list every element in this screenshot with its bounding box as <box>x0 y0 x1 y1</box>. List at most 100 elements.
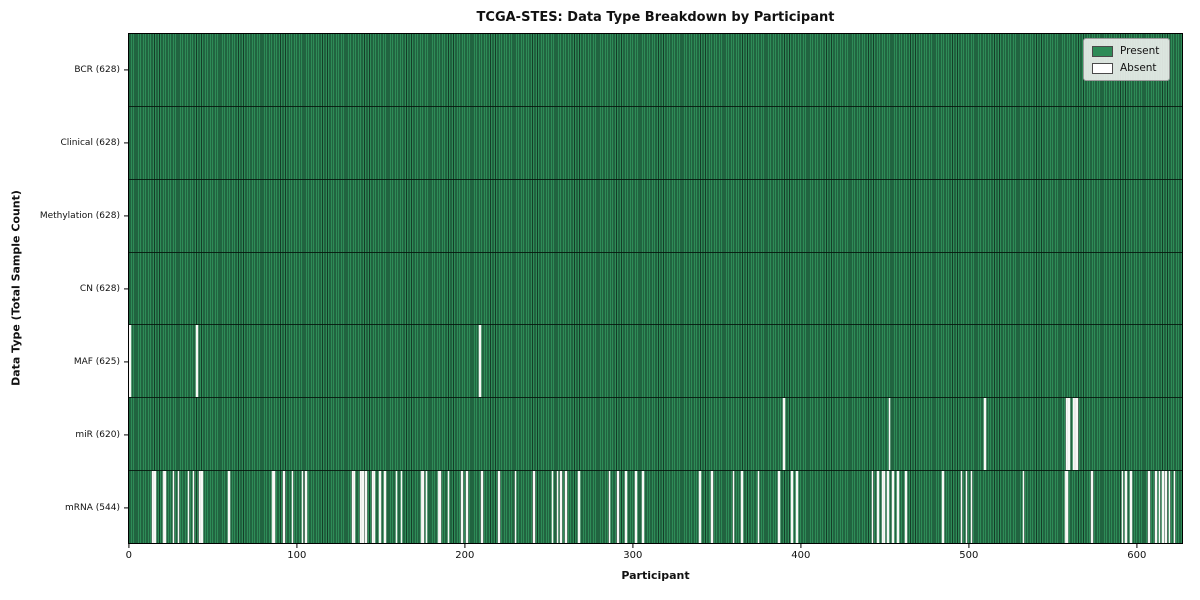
y-tick-label: Clinical (628) <box>60 137 120 148</box>
absent-mark <box>352 471 354 544</box>
absent-mark <box>1130 471 1132 544</box>
x-tick <box>1136 544 1138 548</box>
y-tick <box>124 141 128 144</box>
absent-mark <box>353 471 356 544</box>
absent-mark <box>1073 398 1075 471</box>
absent-mark <box>896 471 899 544</box>
absent-mark <box>152 471 155 544</box>
row-Methylation <box>129 179 1182 253</box>
absent-mark <box>201 471 203 544</box>
absent-mark <box>437 471 440 544</box>
absent-mark <box>1067 398 1070 471</box>
x-tick-label: 400 <box>791 550 811 561</box>
absent-mark <box>362 471 364 544</box>
absent-mark <box>1158 471 1161 544</box>
absent-mark <box>514 471 517 544</box>
y-tick-label: mRNA (544) <box>65 502 120 513</box>
absent-mark <box>796 471 799 544</box>
absent-mark <box>187 471 190 544</box>
absent-mark <box>196 325 198 398</box>
x-tick <box>128 544 130 548</box>
x-tick <box>968 544 970 548</box>
absent-mark <box>551 471 554 544</box>
present-swatch <box>1092 45 1113 57</box>
absent-mark <box>1168 471 1171 544</box>
absent-mark <box>960 471 963 544</box>
absent-mark <box>782 398 785 471</box>
absent-mark <box>1148 471 1151 544</box>
row-miR <box>129 398 1182 472</box>
absent-mark <box>732 471 735 544</box>
row-BCR <box>129 34 1182 107</box>
absent-mark <box>1076 398 1079 471</box>
chart-title: TCGA-STES: Data Type Breakdown by Partic… <box>476 10 835 25</box>
absent-mark <box>199 471 202 544</box>
absent-mark <box>378 471 381 544</box>
absent-mark <box>1064 471 1067 544</box>
plot-area <box>128 33 1183 544</box>
absent-mark <box>710 471 713 544</box>
absent-mark <box>283 471 285 544</box>
absent-mark <box>1066 398 1068 471</box>
absent-mark <box>466 471 468 544</box>
absent-mark <box>1066 471 1068 544</box>
absent-mark <box>533 471 535 544</box>
absent-mark <box>891 471 894 544</box>
absent-mark <box>1161 471 1164 544</box>
x-tick-label: 600 <box>1127 550 1147 561</box>
absent-mark <box>1165 471 1167 544</box>
absent-mark <box>741 471 743 544</box>
x-tick-label: 200 <box>455 550 475 561</box>
absent-mark <box>373 471 376 544</box>
absent-mark <box>439 471 441 544</box>
absent-mark <box>395 471 398 544</box>
absent-mark <box>905 471 908 544</box>
absent-mark <box>164 471 166 544</box>
absent-mark <box>616 471 619 544</box>
absent-mark <box>625 471 627 544</box>
absent-mark <box>383 471 386 544</box>
absent-mark <box>791 471 793 544</box>
absent-mark <box>881 471 884 544</box>
absent-mark <box>460 471 463 544</box>
y-tick-label: BCR (628) <box>74 64 120 75</box>
absent-mark <box>365 471 368 544</box>
absent-mark <box>301 471 304 544</box>
absent-mark <box>1173 471 1176 544</box>
y-tick-label: Methylation (628) <box>39 210 120 221</box>
absent-mark <box>192 471 195 544</box>
absent-mark <box>497 471 500 544</box>
x-tick <box>464 544 466 548</box>
x-tick-label: 300 <box>623 550 643 561</box>
y-tick-label: miR (620) <box>75 429 120 440</box>
absent-mark <box>271 471 274 544</box>
absent-mark <box>177 471 180 544</box>
absent-mark <box>129 325 131 398</box>
y-tick-label: MAF (625) <box>73 356 120 367</box>
absent-mark <box>871 471 874 544</box>
absent-mark <box>564 471 567 544</box>
absent-mark <box>481 471 483 544</box>
x-tick <box>632 544 634 548</box>
absent-mark <box>984 398 986 471</box>
absent-mark <box>757 471 760 544</box>
absent-mark <box>942 471 944 544</box>
y-tick <box>124 214 128 217</box>
y-tick <box>124 433 128 436</box>
y-axis: BCR (628) Clinical (628) Methylation (628)… <box>0 33 128 544</box>
y-tick <box>124 360 128 363</box>
absent-mark <box>425 471 428 544</box>
y-tick-label: CN (628) <box>79 283 120 294</box>
legend: Present Absent <box>1083 38 1171 81</box>
absent-mark <box>883 471 886 544</box>
absent-mark <box>970 471 973 544</box>
row-MAF <box>129 325 1182 399</box>
absent-mark <box>777 471 780 544</box>
absent-mark <box>1091 471 1094 544</box>
absent-mark <box>227 471 230 544</box>
absent-mark <box>305 471 307 544</box>
absent-mark <box>886 471 889 544</box>
absent-mark <box>1074 398 1077 471</box>
x-tick <box>800 544 802 548</box>
